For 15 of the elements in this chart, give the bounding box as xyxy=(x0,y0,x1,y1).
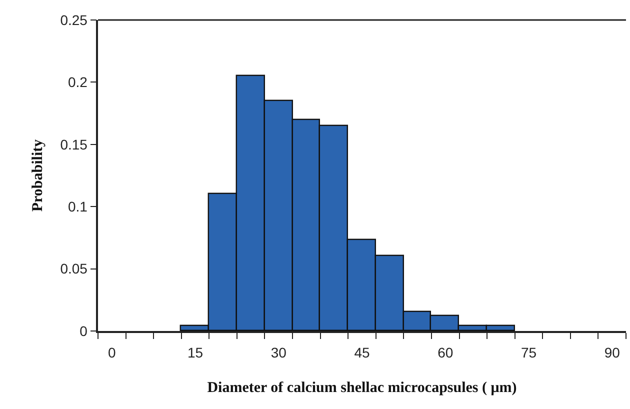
x-tick-label: 45 xyxy=(354,344,370,361)
x-tick-label: 90 xyxy=(604,344,620,361)
y-tick-label: 0 xyxy=(80,322,88,339)
y-tick-label: 0.05 xyxy=(60,260,88,277)
y-tick-label: 0.25 xyxy=(60,12,88,28)
x-axis-title: Diameter of calcium shellac microcapsules ( μm) xyxy=(207,380,517,396)
x-tick-label: 60 xyxy=(438,344,454,361)
y-tick-label: 0.2 xyxy=(68,74,88,90)
y-tick-label: 0.1 xyxy=(68,198,88,214)
x-tick-label: 30 xyxy=(270,344,287,361)
x-tick-label: 15 xyxy=(187,344,204,361)
y-axis-title: Probability xyxy=(30,138,46,212)
x-tick-label: 0 xyxy=(108,344,116,361)
x-tick-label: 75 xyxy=(520,344,537,361)
y-tick-label: 0.15 xyxy=(60,136,88,152)
